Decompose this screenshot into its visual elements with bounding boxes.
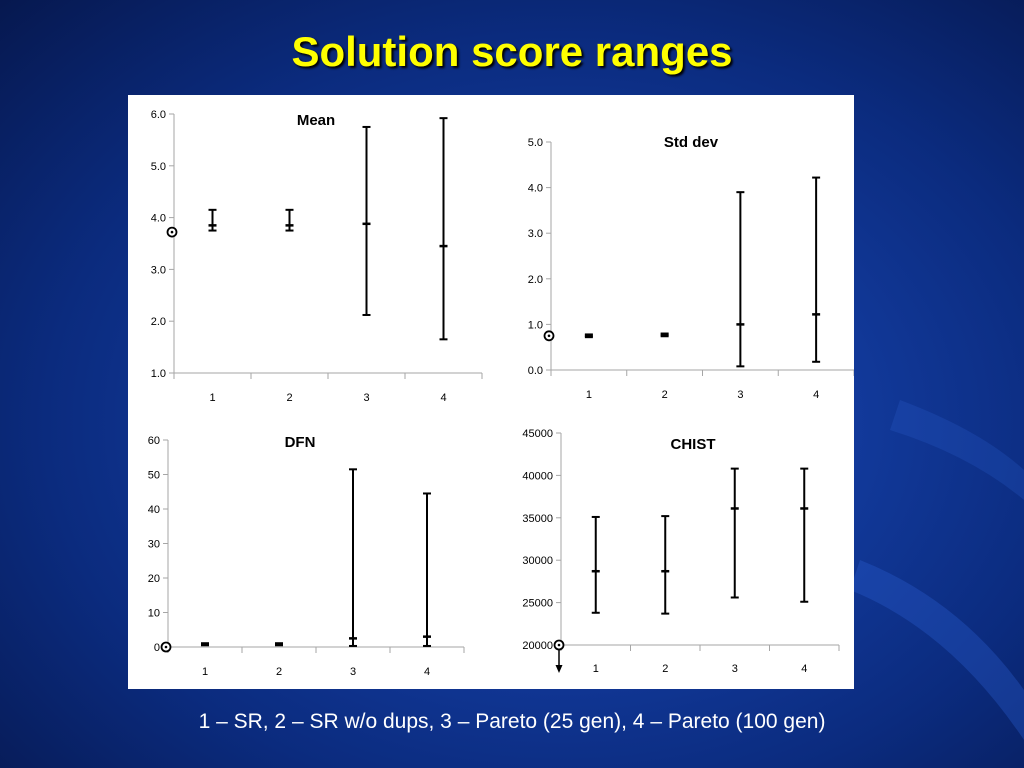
chart4-y-tick-label: 25000	[522, 598, 553, 610]
chart4-x-tick-label: 2	[662, 663, 668, 675]
chart2-y-tick-label: 0.0	[528, 365, 543, 377]
chart3-reference-dot	[164, 645, 168, 649]
chart3-x-tick-label: 1	[202, 666, 208, 678]
chart3-title: DFN	[285, 434, 316, 451]
chart3-x-tick-label: 3	[350, 666, 356, 678]
chart1-x-tick-label: 2	[286, 392, 292, 404]
chart1-x-tick-label: 4	[440, 392, 446, 404]
chart2-reference-dot	[547, 334, 551, 338]
chart4-y-tick-label: 45000	[522, 428, 553, 440]
chart1-x-tick-label: 3	[363, 392, 369, 404]
chart1-title: Mean	[297, 112, 335, 129]
chart1-x-tick-label: 1	[209, 392, 215, 404]
chart2-title: Std dev	[664, 134, 719, 151]
slide-title: Solution score ranges	[291, 28, 733, 75]
chart3-x-tick-label: 4	[424, 666, 430, 678]
chart4-x-tick-label: 3	[732, 663, 738, 675]
chart4-y-tick-label: 30000	[522, 555, 553, 567]
chart2-y-tick-label: 5.0	[528, 137, 543, 149]
chart4-y-tick-label: 35000	[522, 513, 553, 525]
chart3-y-tick-label: 50	[148, 470, 160, 482]
chart4-reference-arrow-head	[555, 665, 563, 673]
charts-svg: 1.0 2.0 3.0 4.0 5.0 6.0 1 2 3 4 Mean 0.0 1.0 2.0 3.0 4.…	[148, 109, 854, 678]
chart3-y-tick-label: 20	[148, 573, 160, 585]
chart2-x-tick-label: 3	[737, 389, 743, 401]
chart3-y-tick-label: 10	[148, 608, 160, 620]
chart2-y-tick-label: 3.0	[528, 228, 543, 240]
chart3-y-tick-label: 30	[148, 539, 160, 551]
chart1-y-tick-label: 1.0	[151, 368, 166, 380]
chart3-y-tick-label: 0	[154, 642, 160, 654]
chart4-y-tick-label: 20000	[522, 640, 553, 652]
chart3-y-tick-label: 60	[148, 435, 160, 447]
legend-caption: 1 – SR, 2 – SR w/o dups, 3 – Pareto (25 …	[198, 710, 826, 733]
chart4-x-tick-label: 4	[801, 663, 807, 675]
chart1-y-tick-label: 4.0	[151, 213, 166, 225]
chart4-x-tick-label: 1	[593, 663, 599, 675]
chart2-x-tick-label: 4	[813, 389, 819, 401]
chart3-x-tick-label: 2	[276, 666, 282, 678]
chart4-y-tick-label: 40000	[522, 470, 553, 482]
chart2-y-tick-label: 2.0	[528, 274, 543, 286]
chart-panel: 1.0 2.0 3.0 4.0 5.0 6.0 1 2 3 4 Mean 0.0 1.0 2.0 3.0 4.…	[128, 95, 854, 689]
chart1-y-tick-label: 2.0	[151, 316, 166, 328]
chart1-y-tick-label: 3.0	[151, 264, 166, 276]
chart2-x-tick-label: 2	[662, 389, 668, 401]
chart3-y-tick-label: 40	[148, 504, 160, 516]
chart1-y-tick-label: 6.0	[151, 109, 166, 121]
chart2-y-tick-label: 1.0	[528, 319, 543, 331]
chart4-title: CHIST	[671, 436, 716, 453]
chart1-reference-dot	[170, 230, 174, 234]
chart2-y-tick-label: 4.0	[528, 183, 543, 195]
chart4-reference-dot	[557, 643, 561, 647]
chart1-y-tick-label: 5.0	[151, 161, 166, 173]
chart2-x-tick-label: 1	[586, 389, 592, 401]
